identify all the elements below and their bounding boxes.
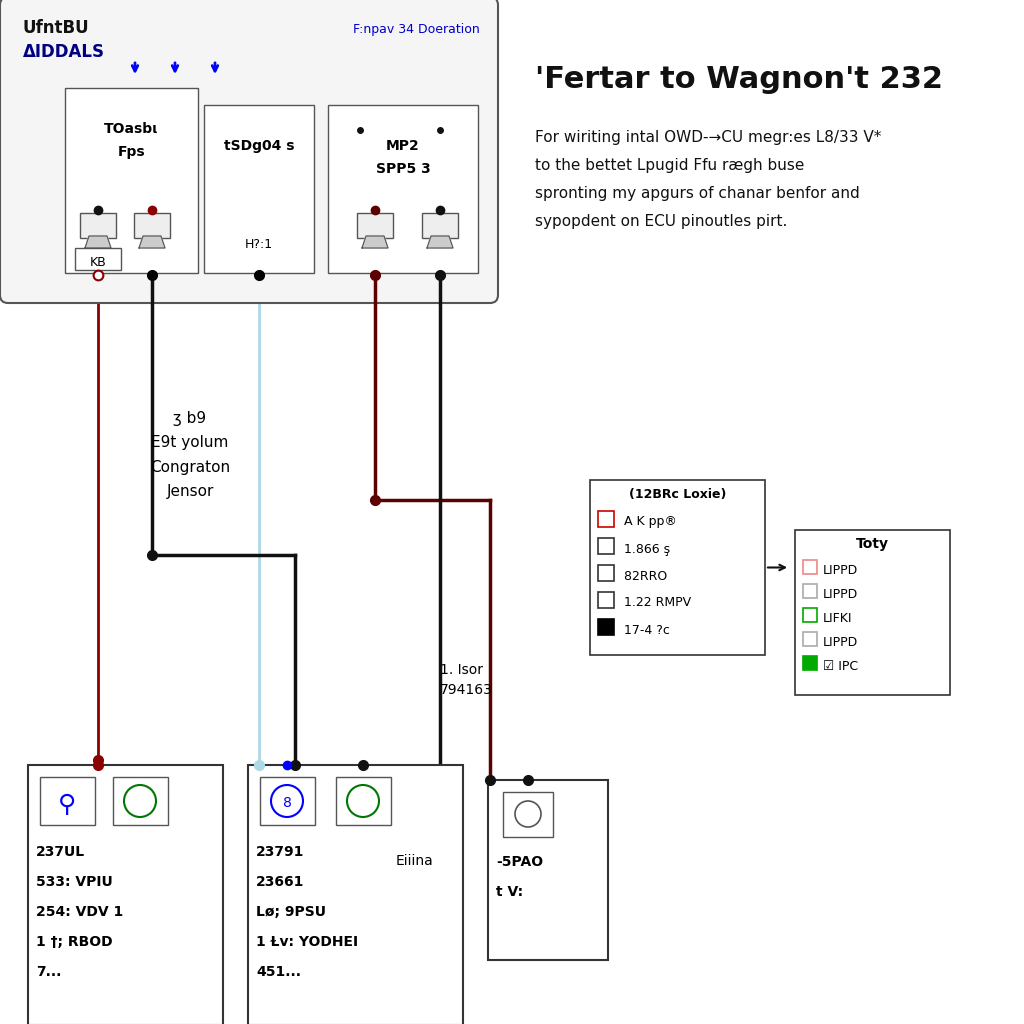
Text: ΔIDDALS: ΔIDDALS [23,43,105,61]
Text: 1 †; RBOD: 1 †; RBOD [36,935,113,949]
Bar [113,777,168,825]
Text: tSDg04 s: tSDg04 s [224,139,294,153]
Text: LIPPD: LIPPD [823,636,858,648]
Text: 1 Ɫv: YODHEI: 1 Ɫv: YODHEI [256,935,358,949]
Text: A K pp®: A K pp® [620,515,677,528]
Bar [598,538,614,554]
Text: Lø; 9PSU: Lø; 9PSU [256,905,326,919]
Bar [503,792,553,837]
Text: 1. Isor
794163: 1. Isor 794163 [440,664,493,696]
Text: 237UL: 237UL [36,845,85,859]
Text: Toty: Toty [856,537,889,551]
Text: ⚲: ⚲ [58,793,76,817]
Text: 254: VDV 1: 254: VDV 1 [36,905,123,919]
Text: SPP5 3: SPP5 3 [376,162,430,176]
Bar [248,765,463,1024]
Polygon shape [139,236,165,248]
Bar [803,584,817,598]
Bar [28,765,223,1024]
Bar [803,632,817,646]
Text: 'Fertar to Wagnon't 232: 'Fertar to Wagnon't 232 [535,65,943,94]
Text: (12BRc Loxie): (12BRc Loxie) [629,488,726,501]
Text: 8: 8 [283,796,292,810]
Bar [598,618,614,635]
Bar [803,656,817,670]
Bar [488,780,608,961]
Text: ☑ IPC: ☑ IPC [823,659,858,673]
Text: LIPPD: LIPPD [823,563,858,577]
Text: to the bettet Lpugid Ffu rægh buse: to the bettet Lpugid Ffu rægh buse [535,158,805,173]
Circle shape [515,801,541,827]
Text: 17-4 ?c: 17-4 ?c [620,624,670,637]
Text: UfntBU: UfntBU [23,19,90,37]
Bar [134,213,170,238]
Text: LIPPD: LIPPD [823,588,858,600]
Bar [803,608,817,622]
Text: -5PAO: -5PAO [496,855,543,869]
Text: 23661: 23661 [256,874,304,889]
Bar [795,530,950,695]
Text: LIFKI: LIFKI [823,611,853,625]
Text: MP2: MP2 [386,139,420,153]
Text: KB: KB [90,256,106,268]
Bar [598,592,614,608]
Text: For wiriting intal OWD-→CU megr:es L8/33 V*: For wiriting intal OWD-→CU megr:es L8/33… [535,130,882,145]
Bar [65,88,198,273]
Text: H?:1: H?:1 [245,238,273,251]
Polygon shape [362,236,388,248]
Text: 82RRO: 82RRO [620,569,668,583]
Text: t V:: t V: [496,885,523,899]
Text: Fps: Fps [118,145,145,159]
Bar [40,777,95,825]
Bar [803,560,817,574]
Bar [260,777,315,825]
Bar [357,213,393,238]
Text: 1.866 ş: 1.866 ş [620,543,670,555]
Text: 7...: 7... [36,965,61,979]
Text: 451...: 451... [256,965,301,979]
Bar [336,777,391,825]
Text: spronting my apgurs of chanar benfor and: spronting my apgurs of chanar benfor and [535,186,860,201]
Bar [422,213,458,238]
Bar [598,565,614,581]
Bar [75,248,121,270]
Bar [80,213,116,238]
Text: TOasbι: TOasbι [104,122,159,136]
FancyBboxPatch shape [0,0,498,303]
Bar [328,105,478,273]
Text: sypopdent on ECU pinoutles pirt.: sypopdent on ECU pinoutles pirt. [535,214,787,229]
Polygon shape [85,236,111,248]
Text: F:npav 34 Doeration: F:npav 34 Doeration [353,23,480,36]
Text: ʒ b9
E9t yolum
Congraton
Jensor: ʒ b9 E9t yolum Congraton Jensor [150,411,230,500]
Text: Eiiina: Eiiina [396,854,434,868]
Text: 1.22 RMPV: 1.22 RMPV [620,597,691,609]
Circle shape [347,785,379,817]
Polygon shape [427,236,453,248]
Text: 533: VPIU: 533: VPIU [36,874,113,889]
Text: 23791: 23791 [256,845,304,859]
Bar [204,105,314,273]
Circle shape [124,785,156,817]
Circle shape [271,785,303,817]
Bar [590,480,765,655]
Bar [598,511,614,527]
